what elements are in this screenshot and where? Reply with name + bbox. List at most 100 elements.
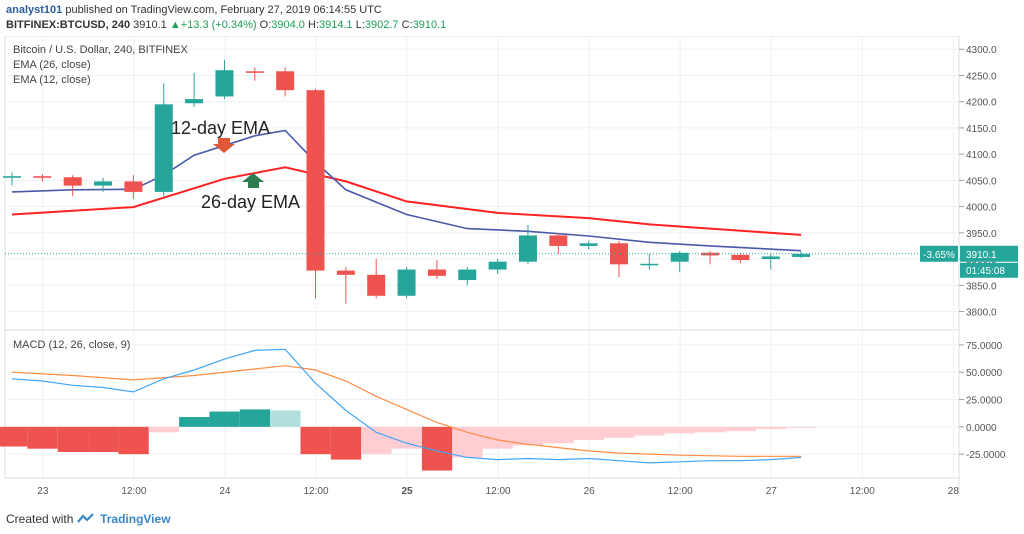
axes: 4300.0 4250.0 4200.0 4150.0 4100.0 4050.0 4000… — [5, 45, 1006, 497]
time-tick-label: 26 — [584, 486, 596, 497]
close-value: 3910.1 — [412, 19, 447, 31]
candle-body — [124, 181, 143, 192]
macd-histogram-bar — [148, 426, 180, 433]
macd-histogram-bar — [452, 426, 483, 458]
last-price-tag — [960, 245, 1018, 262]
low-label: L: — [355, 19, 365, 31]
candle-body — [33, 176, 52, 178]
open-value: 3904.0 — [271, 19, 305, 31]
price-pane-title: Bitcoin / U.S. Dollar, 240, BITFINEX — [13, 44, 189, 56]
candle-body — [3, 176, 21, 178]
change-tag — [920, 245, 958, 262]
macd-histogram-bar — [239, 409, 271, 427]
symbol-info: BITFINEX:BTCUSD, 240 3910.1 ▲+13.3 (+0.3… — [6, 19, 446, 31]
author-link[interactable]: analyst101 — [6, 4, 63, 16]
macd-histogram-bar — [543, 426, 574, 444]
macd-tick-label: 0.0000 — [966, 423, 997, 434]
time-tick-label: 25 — [401, 486, 413, 497]
macd-histogram-bar — [573, 426, 604, 440]
macd-histogram-bar — [57, 426, 89, 452]
high-value: 3914.1 — [319, 19, 353, 31]
last-price-tag-text: 3910.1 — [966, 250, 997, 261]
chart-area[interactable]: 4300.0 4250.0 4200.0 4150.0 4100.0 4050.0 4000… — [0, 35, 1024, 511]
candle-body — [154, 104, 173, 192]
candle-body — [549, 235, 568, 246]
candle-body — [276, 71, 295, 91]
ema12-line — [11, 129, 802, 252]
annotation-arrows — [213, 138, 264, 188]
high-label: H: — [308, 19, 319, 31]
close-label: C: — [401, 19, 413, 31]
countdown-tag — [960, 262, 1018, 278]
time-tick-label: 12:00 — [303, 486, 328, 497]
candle-body — [63, 177, 82, 186]
macd-tick-label: -25.0000 — [966, 450, 1006, 461]
time-tick-label: 12:00 — [486, 486, 511, 497]
created-with-text: Created with — [6, 512, 74, 526]
candle-body — [670, 252, 689, 262]
price-tick-label: 3800.0 — [966, 308, 997, 319]
macd-histogram-bar — [695, 426, 726, 433]
signal-line — [11, 365, 802, 457]
tradingview-logo-icon — [76, 513, 94, 523]
candle-body — [367, 274, 386, 296]
time-tick-label: 24 — [219, 486, 231, 497]
macd-histogram-bar — [755, 426, 787, 430]
macd-histogram-bar — [270, 410, 301, 427]
macd-histogram-bar — [482, 426, 513, 449]
macd-tick-label: 75.0000 — [966, 341, 1003, 352]
macd-histogram-bar — [786, 426, 817, 428]
candle-body — [640, 263, 659, 266]
macd-histogram-bar — [664, 426, 696, 434]
ema26-line — [11, 166, 802, 236]
candle-body — [336, 270, 355, 275]
ema12-legend: EMA (12, close) — [13, 74, 91, 86]
ema26-legend: EMA (26, close) — [13, 59, 91, 71]
candle-body — [185, 99, 204, 104]
chart-canvas[interactable]: 4300.0 4250.0 4200.0 4150.0 4100.0 4050.0 4000… — [0, 35, 1024, 506]
macd-histogram-bar — [179, 417, 210, 427]
footer: Created with TradingView — [6, 512, 171, 526]
candles — [3, 59, 811, 304]
open-label: O: — [259, 19, 272, 31]
macd-tick-label: 50.0000 — [966, 368, 1003, 379]
tradingview-brand[interactable]: TradingView — [100, 512, 171, 526]
candle-body — [215, 70, 234, 97]
macd-lines — [11, 348, 802, 464]
candle-body — [610, 243, 628, 265]
candle-body — [731, 254, 750, 261]
price-tick-label: 4300.0 — [966, 45, 997, 56]
countdown-tag-text: 01:45:08 — [966, 266, 1005, 277]
candle-body — [761, 256, 780, 260]
symbol-label: BITFINEX:BTCUSD, 240 — [6, 19, 131, 31]
macd-histogram-bar — [330, 426, 362, 460]
change-tag-text: -3.65% — [923, 250, 955, 261]
macd-histogram-bar — [88, 426, 119, 452]
labels: Bitcoin / U.S. Dollar, 240, BITFINEX EMA… — [13, 44, 300, 351]
macd-histogram-bar — [0, 426, 28, 447]
macd-histogram-bar — [118, 426, 149, 455]
candle-body — [427, 269, 446, 276]
time-tick-label: 12:00 — [121, 486, 146, 497]
macd-histogram-bar — [209, 411, 240, 427]
price-tick-label: 4200.0 — [966, 98, 997, 109]
price-tick-label: 4150.0 — [966, 124, 997, 135]
candle-body — [579, 243, 598, 246]
up-triangle-icon: ▲ — [169, 19, 181, 31]
macd-histogram-bar — [361, 426, 392, 455]
time-tick-label: 28 — [948, 486, 960, 497]
price-tick-label: 4250.0 — [966, 71, 997, 82]
price-tick-label: 3850.0 — [966, 281, 997, 292]
publish-text: published on TradingView.com, February 2… — [65, 4, 382, 16]
price-tick-label: 4000.0 — [966, 203, 997, 214]
candle-body — [94, 181, 113, 186]
price-tags: -3.65% 3910.1 01:45:08 — [5, 245, 1018, 278]
time-tick-label: 27 — [766, 486, 778, 497]
price-tick-label: 4100.0 — [966, 150, 997, 161]
candle-body — [245, 71, 264, 73]
candle-body — [518, 235, 537, 262]
last-price: 3910.1 — [133, 19, 167, 31]
macd-histogram-bar — [604, 426, 635, 438]
macd-histogram-bar — [300, 426, 331, 455]
time-tick-label: 23 — [37, 486, 49, 497]
